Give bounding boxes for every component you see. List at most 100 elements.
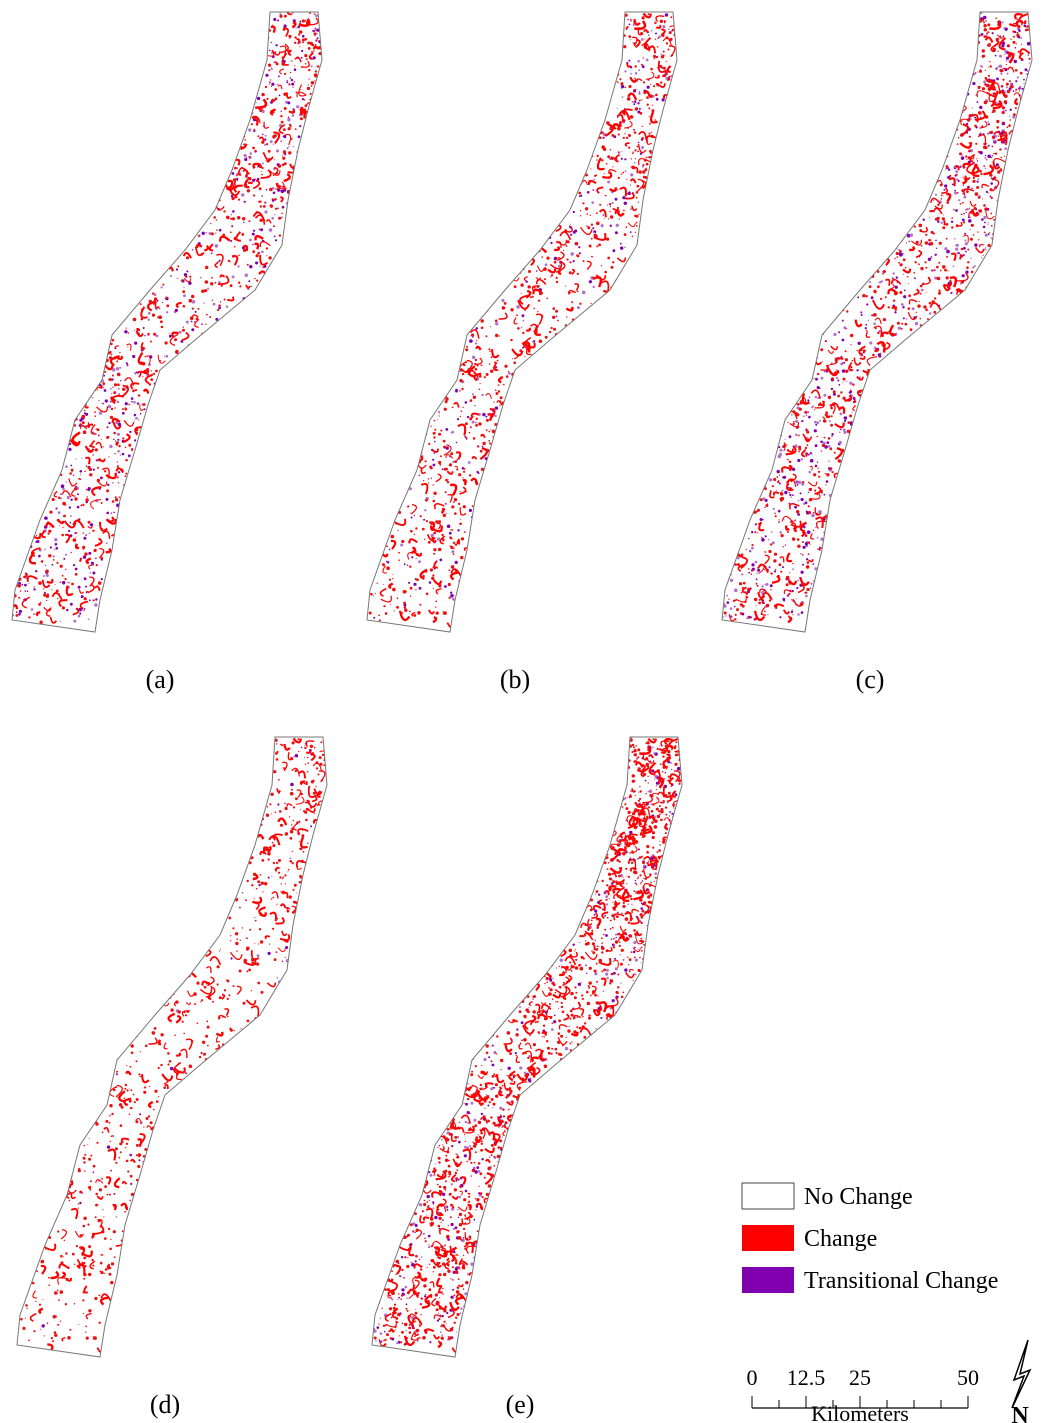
change-speck <box>808 553 810 555</box>
transitional-speck <box>764 507 765 508</box>
change-speck <box>569 261 571 263</box>
transitional-speck <box>148 312 151 315</box>
change-speck <box>284 187 287 190</box>
change-squiggle <box>421 484 427 494</box>
change-speck <box>636 758 637 759</box>
change-speck <box>288 127 291 130</box>
change-speck <box>428 541 431 544</box>
change-speck <box>282 878 283 879</box>
transitional-speck <box>944 247 947 250</box>
change-speck <box>570 992 573 995</box>
transitional-speck <box>806 558 808 560</box>
change-speck <box>973 177 975 179</box>
change-speck <box>114 453 115 454</box>
change-speck <box>256 888 258 890</box>
change-speck <box>270 204 273 207</box>
transitional-speck <box>755 561 758 564</box>
transitional-speck <box>85 586 87 588</box>
change-speck <box>508 371 509 372</box>
transitional-speck <box>767 614 768 615</box>
transitional-speck <box>301 747 302 748</box>
change-speck <box>971 224 974 227</box>
transitional-speck <box>805 542 808 545</box>
change-speck <box>970 238 973 241</box>
change-speck <box>322 770 323 771</box>
transitional-speck <box>431 534 434 537</box>
change-speck <box>288 83 290 85</box>
change-speck <box>62 502 66 506</box>
change-speck <box>130 1175 133 1178</box>
change-speck <box>510 1347 511 1348</box>
change-speck <box>625 188 626 189</box>
transitional-speck <box>296 105 299 108</box>
transitional-speck <box>270 67 271 68</box>
panel-label: (c) <box>856 665 885 694</box>
change-speck <box>825 414 827 416</box>
change-speck <box>1016 24 1019 27</box>
change-speck <box>235 932 238 935</box>
change-speck <box>967 249 969 251</box>
change-speck <box>83 1278 85 1280</box>
transitional-speck <box>784 491 787 494</box>
change-speck <box>65 1252 67 1254</box>
transitional-speck <box>452 1279 454 1281</box>
change-speck <box>110 416 113 419</box>
change-speck <box>969 208 970 209</box>
change-speck <box>871 314 873 316</box>
change-speck <box>538 300 540 302</box>
change-speck <box>200 1001 201 1002</box>
change-speck <box>290 837 293 840</box>
change-speck <box>287 48 288 49</box>
transitional-speck <box>1029 62 1030 63</box>
transitional-speck <box>987 224 988 225</box>
change-speck <box>67 1266 70 1269</box>
change-speck <box>831 415 833 417</box>
change-speck <box>43 583 45 585</box>
change-speck <box>212 300 213 301</box>
change-speck <box>1019 20 1021 22</box>
change-speck <box>439 1297 440 1298</box>
transitional-speck <box>803 526 805 528</box>
change-speck <box>663 766 666 769</box>
change-speck <box>777 575 779 577</box>
change-speck <box>101 439 102 440</box>
change-squiggle <box>957 222 962 226</box>
transitional-speck <box>522 320 524 322</box>
change-speck <box>604 271 607 274</box>
transitional-speck <box>868 320 869 321</box>
change-squiggle <box>122 1139 129 1144</box>
transitional-speck <box>156 335 159 338</box>
change-squiggle <box>215 1045 219 1050</box>
change-speck <box>999 148 1001 150</box>
transitional-speck <box>316 29 319 32</box>
transitional-speck <box>446 1312 448 1314</box>
transitional-speck <box>262 162 264 164</box>
change-speck <box>822 444 825 447</box>
change-speck <box>235 942 238 945</box>
transitional-speck <box>1000 73 1002 75</box>
change-squiggle <box>252 897 261 903</box>
transitional-speck <box>840 413 843 416</box>
change-squiggle <box>914 289 919 295</box>
change-speck <box>234 195 237 198</box>
transitional-speck <box>1014 60 1017 63</box>
transitional-speck <box>442 468 444 470</box>
transitional-speck <box>624 158 626 160</box>
transitional-speck <box>635 880 636 881</box>
change-squiggle <box>995 41 998 46</box>
change-speck <box>383 605 385 607</box>
transitional-speck <box>842 320 844 322</box>
change-squiggle <box>421 570 427 579</box>
change-speck <box>99 1270 101 1272</box>
transitional-speck <box>134 372 135 373</box>
transitional-speck <box>161 286 163 288</box>
change-speck <box>158 315 162 319</box>
transitional-speck <box>261 251 264 254</box>
transitional-speck <box>843 362 845 364</box>
transitional-speck <box>655 33 657 35</box>
change-speck <box>424 1238 426 1240</box>
change-speck <box>654 119 656 121</box>
change-speck <box>779 519 780 520</box>
change-speck <box>59 525 60 526</box>
change-speck <box>194 1003 196 1005</box>
